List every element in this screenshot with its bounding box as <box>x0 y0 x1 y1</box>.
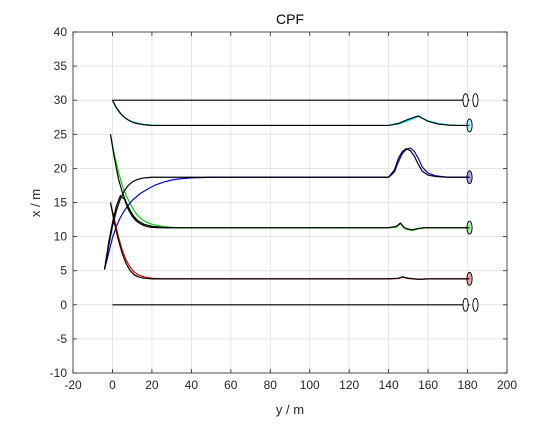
x-axis-label: y / m <box>276 402 304 417</box>
x-tick-label: 40 <box>185 378 199 392</box>
y-tick-label: 20 <box>54 161 68 175</box>
x-tick-label: 160 <box>418 378 438 392</box>
x-tick-label: 80 <box>264 378 278 392</box>
y-tick-label: -5 <box>56 332 67 346</box>
series-line-reference-7 <box>109 134 470 231</box>
chart-title: CPF <box>276 11 304 27</box>
series-line-reference-6 <box>111 99 470 127</box>
series-line-reference-8 <box>103 148 470 270</box>
y-tick-label: 15 <box>54 196 68 210</box>
x-tick-label: -20 <box>64 378 82 392</box>
x-tick-label: 140 <box>379 378 399 392</box>
y-tick-label: 35 <box>54 59 68 73</box>
y-tick-label: 30 <box>54 93 68 107</box>
series-line-reference-9 <box>109 202 470 280</box>
x-tick-label: 180 <box>458 378 478 392</box>
x-tick-label: 60 <box>224 378 238 392</box>
y-axis-label: x / m <box>28 189 43 217</box>
y-tick-label: -10 <box>50 366 68 380</box>
series-layer <box>103 99 470 306</box>
vehicle-marker-reference-7 <box>472 297 479 312</box>
y-tick-label: 0 <box>60 298 67 312</box>
y-tick-label: 40 <box>54 25 68 39</box>
vehicle-marker-blue-3 <box>466 170 473 185</box>
vehicle-marker-cyan-2 <box>466 118 473 133</box>
x-tick-label: 120 <box>339 378 359 392</box>
x-tick-label: 20 <box>145 378 159 392</box>
marker-layer <box>462 93 479 312</box>
ticks: -20 0 20 40 60 80 100 120 140 160 180 200 -10 -5 0 5 10 1… <box>50 25 518 392</box>
vehicle-marker-reference-0 <box>462 93 469 108</box>
y-tick-label: 5 <box>60 264 67 278</box>
x-tick-label: 200 <box>497 378 517 392</box>
vehicle-marker-reference-1 <box>472 93 479 108</box>
series-line-reference-10 <box>103 195 172 270</box>
x-tick-label: 100 <box>300 378 320 392</box>
x-tick-label: 0 <box>109 378 116 392</box>
y-tick-label: 10 <box>54 230 68 244</box>
vehicle-marker-green-4 <box>466 220 473 235</box>
vehicle-marker-red-5 <box>466 271 473 286</box>
y-tick-label: 25 <box>54 127 68 141</box>
vehicle-marker-reference-6 <box>462 297 469 312</box>
